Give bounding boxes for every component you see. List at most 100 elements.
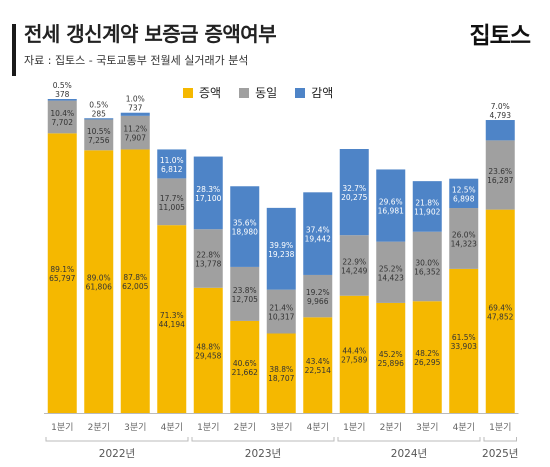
year-bracket <box>191 437 335 442</box>
data-label-count: 14,249 <box>341 266 367 275</box>
data-label-percent: 48.8% <box>196 342 220 351</box>
data-label-count: 18,707 <box>268 374 294 383</box>
bar-segment-decrease <box>193 156 223 230</box>
bar-segment-increase <box>47 133 77 414</box>
bar-segment-same <box>485 140 515 210</box>
data-label-count: 285 <box>92 109 107 118</box>
data-label-percent: 23.6% <box>488 167 512 176</box>
data-label-percent: 37.4% <box>306 226 330 235</box>
data-label-count: 18,980 <box>232 228 258 237</box>
data-label-percent: 38.8% <box>269 365 293 374</box>
data-label-percent: 11.0% <box>160 156 184 165</box>
data-label-percent: 21.8% <box>415 198 439 207</box>
legend-swatch-same <box>239 87 250 98</box>
bar-segment-increase <box>485 209 515 413</box>
x-tick-label: 1분기 <box>51 422 73 433</box>
data-label-count: 6,812 <box>161 165 183 174</box>
data-label-count: 65,797 <box>49 274 75 283</box>
bar-segment-decrease <box>230 186 260 267</box>
data-label-count: 26,295 <box>414 358 440 367</box>
year-label: 2023년 <box>245 448 281 460</box>
data-label-count: 737 <box>128 104 143 113</box>
legend-item-same: 동일 <box>239 84 277 101</box>
data-label-percent: 7.0% <box>491 102 510 111</box>
data-label-percent: 1.0% <box>126 95 145 104</box>
data-label-percent: 69.4% <box>488 303 512 312</box>
bar-segment-decrease <box>84 118 114 120</box>
x-tick-label: 1분기 <box>489 422 511 433</box>
bar-segment-decrease <box>485 120 515 141</box>
data-label-percent: 40.6% <box>233 359 257 368</box>
data-label-percent: 48.2% <box>415 349 439 358</box>
year-bracket <box>45 437 189 442</box>
source-note: 자료 : 집토스 - 국토교통부 전월세 실거래가 분석 <box>24 54 249 67</box>
bar-segment-same <box>47 100 77 134</box>
data-label-percent: 30.0% <box>415 258 439 267</box>
bar-segment-increase <box>120 149 150 413</box>
data-label-percent: 89.1% <box>50 265 74 274</box>
chart-legend: 증액 동일 감액 <box>183 84 333 101</box>
bar-segment-decrease <box>47 99 77 101</box>
data-label-percent: 10.5% <box>87 127 111 136</box>
bar-segment-same <box>157 178 187 226</box>
data-label-count: 7,702 <box>52 118 74 127</box>
year-label: 2025년 <box>482 448 518 460</box>
data-label-percent: 17.7% <box>160 194 184 203</box>
data-label-percent: 71.3% <box>160 311 184 320</box>
data-label-count: 19,442 <box>305 235 331 244</box>
data-label-count: 61,806 <box>86 283 112 292</box>
data-label-count: 27,589 <box>341 355 367 364</box>
data-label-count: 7,256 <box>88 136 110 145</box>
data-label-percent: 23.8% <box>233 286 257 295</box>
data-label-count: 19,238 <box>268 250 294 259</box>
data-label-count: 44,194 <box>159 320 185 329</box>
data-label-percent: 44.4% <box>342 346 366 355</box>
bar-segment-increase <box>266 333 296 413</box>
legend-item-increase: 증액 <box>183 84 221 101</box>
bar-segment-decrease <box>303 192 333 275</box>
data-label-percent: 25.2% <box>379 264 403 273</box>
data-label-count: 14,423 <box>378 273 404 282</box>
data-label-count: 16,287 <box>487 176 513 185</box>
year-bracket <box>483 437 517 442</box>
bar-segment-increase <box>412 301 442 413</box>
x-tick-label: 2분기 <box>380 422 402 433</box>
data-label-count: 33,903 <box>451 342 477 351</box>
legend-swatch-increase <box>183 87 193 98</box>
bar-segment-same <box>376 241 406 303</box>
legend-label-same: 동일 <box>255 86 278 100</box>
data-label-percent: 0.5% <box>89 100 108 109</box>
bar-segment-decrease <box>157 149 187 179</box>
data-label-percent: 22.9% <box>342 257 366 266</box>
bar-segment-same <box>193 229 223 288</box>
data-label-count: 4,793 <box>490 111 512 120</box>
data-label-count: 14,323 <box>451 239 477 248</box>
bar-segment-increase <box>376 302 406 413</box>
x-tick-label: 1분기 <box>343 422 365 433</box>
bar-segment-increase <box>449 268 479 413</box>
x-tick-label: 3분기 <box>416 422 438 433</box>
data-label-count: 16,981 <box>378 207 404 216</box>
data-label-count: 378 <box>55 90 70 99</box>
legend-label-decrease: 감액 <box>311 86 334 100</box>
legend-swatch-decrease <box>295 87 306 98</box>
bar-segment-decrease <box>412 181 442 232</box>
data-label-count: 6,898 <box>453 194 475 203</box>
year-label: 2022년 <box>99 448 135 460</box>
data-label-percent: 35.6% <box>233 219 257 228</box>
year-label: 2024년 <box>391 448 427 460</box>
bar-segment-same <box>266 289 296 334</box>
bar-segment-increase <box>193 287 223 413</box>
bar-segment-decrease <box>376 169 406 242</box>
bar-segment-decrease <box>120 112 150 116</box>
data-label-count: 13,778 <box>195 260 221 269</box>
data-label-percent: 61.5% <box>452 333 476 342</box>
x-tick-label: 4분기 <box>453 422 475 433</box>
x-tick-label: 2분기 <box>234 422 256 433</box>
bar-segment-increase <box>303 317 333 413</box>
legend-label-increase: 증액 <box>199 86 222 100</box>
data-label-percent: 43.4% <box>306 357 330 366</box>
data-label-percent: 87.8% <box>123 273 147 282</box>
data-label-count: 62,005 <box>122 282 148 291</box>
